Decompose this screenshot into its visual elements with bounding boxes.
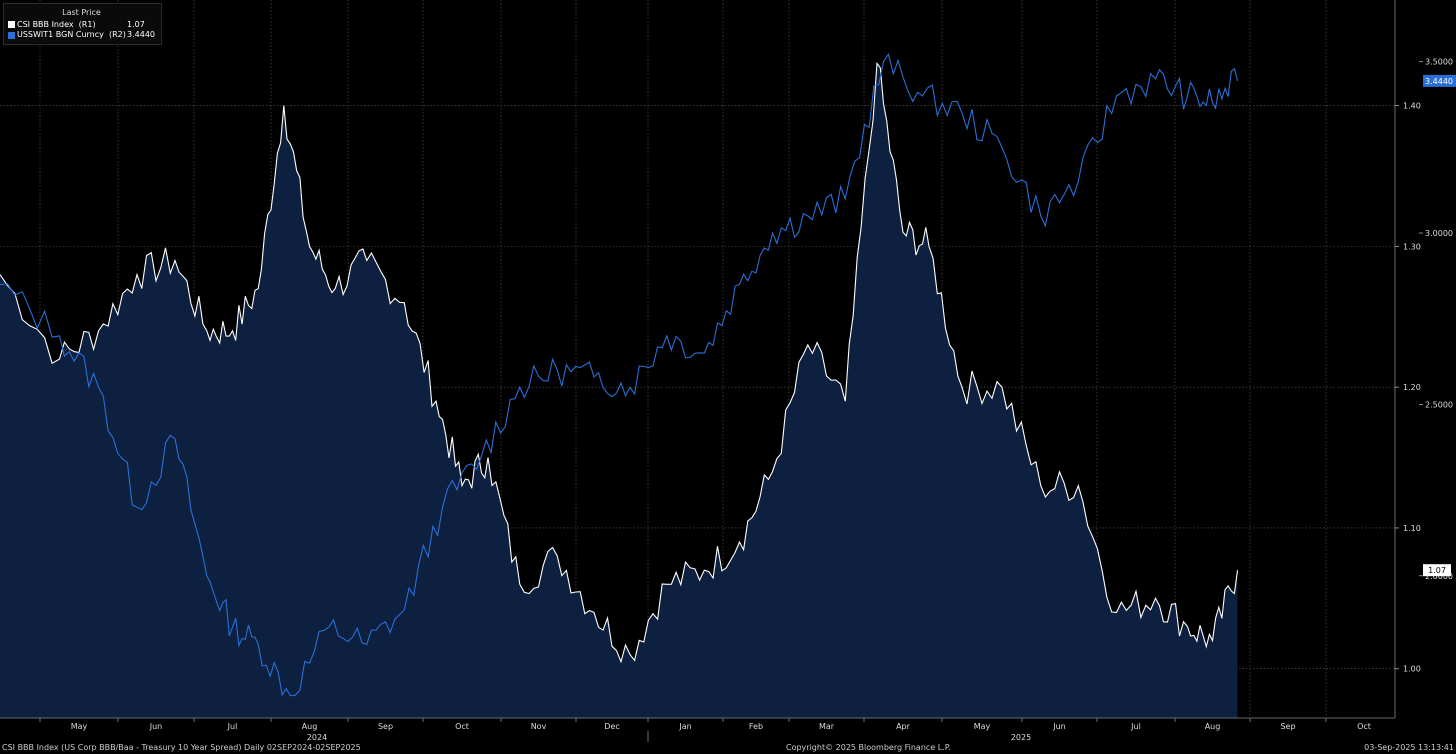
tick-label-r1-2: 1.20: [1403, 383, 1421, 392]
month-label-may-0: May: [71, 722, 88, 731]
legend-item-r2: USSWIT1 BGN Curncy (R2) 3.4440: [8, 30, 155, 41]
month-label-dec-7: Dec: [604, 722, 619, 731]
legend-value-r1: 1.07: [127, 19, 145, 29]
tick-label-r1-4: 1.40: [1403, 102, 1421, 111]
month-label-sep-16: Sep: [1280, 722, 1295, 731]
month-label-aug-3: Aug: [302, 722, 318, 731]
legend-name-r2: USSWIT1 BGN Curncy (R2): [17, 30, 126, 39]
year-label-2025: 2025: [1011, 733, 1031, 742]
legend-swatch-r2: [8, 31, 15, 39]
last-value-badge-r1-bg: [1423, 564, 1451, 577]
footer-copyright: Copyright© 2025 Bloomberg Finance L.P.: [786, 743, 951, 752]
tick-label-r1-0: 1.00: [1403, 665, 1421, 674]
series-csi-bbb-area: [0, 63, 1238, 718]
legend-header: Last Price: [62, 8, 101, 17]
month-label-aug-15: Aug: [1205, 722, 1221, 731]
month-label-oct-17: Oct: [1357, 722, 1371, 731]
month-label-jul-14: Jul: [1130, 722, 1141, 731]
month-label-jul-2: Jul: [227, 722, 238, 731]
month-label-apr-11: Apr: [896, 722, 911, 731]
month-label-may-12: May: [974, 722, 991, 731]
month-label-sep-4: Sep: [378, 722, 393, 731]
last-value-badge-r2-bg: [1423, 74, 1456, 87]
tick-label-r2-3: 3.5000: [1425, 58, 1453, 67]
month-label-jun-1: Jun: [149, 722, 163, 731]
month-label-oct-5: Oct: [455, 722, 469, 731]
tick-label-r2-2: 3.0000: [1425, 229, 1453, 238]
month-label-jan-8: Jan: [678, 722, 691, 731]
legend-name-r1: CSI BBB Index (R1): [17, 19, 96, 29]
tick-label-r2-1: 2.5000: [1425, 400, 1453, 409]
month-label-jun-13: Jun: [1052, 722, 1066, 731]
tick-label-r1-1: 1.10: [1403, 524, 1421, 533]
footer-description: CSI BBB Index (US Corp BBB/Baa - Treasur…: [2, 743, 361, 752]
month-label-feb-9: Feb: [749, 722, 763, 731]
tick-label-r1-3: 1.30: [1403, 242, 1421, 251]
last-value-badge-r2: 3.4440: [1425, 77, 1453, 86]
legend-value-r2: 3.4440: [127, 30, 155, 39]
month-label-mar-10: Mar: [819, 722, 835, 731]
month-label-nov-6: Nov: [531, 722, 547, 731]
last-value-badge-r1: 1.07: [1428, 566, 1446, 575]
year-label-2024: 2024: [307, 733, 327, 742]
legend-swatch-r1: [8, 21, 15, 29]
series-csi-bbb-line: [0, 61, 1239, 664]
legend-item-r1: CSI BBB Index (R1) 1.07: [8, 20, 155, 31]
series-usswit1-line: [0, 52, 1239, 697]
legend: Last Price CSI BBB Index (R1) 1.07 USSWI…: [3, 3, 162, 45]
tick-label-r2-0: 2.0000: [1425, 572, 1453, 581]
footer-timestamp: 03-Sep-2025 13:13:41: [1364, 743, 1454, 752]
